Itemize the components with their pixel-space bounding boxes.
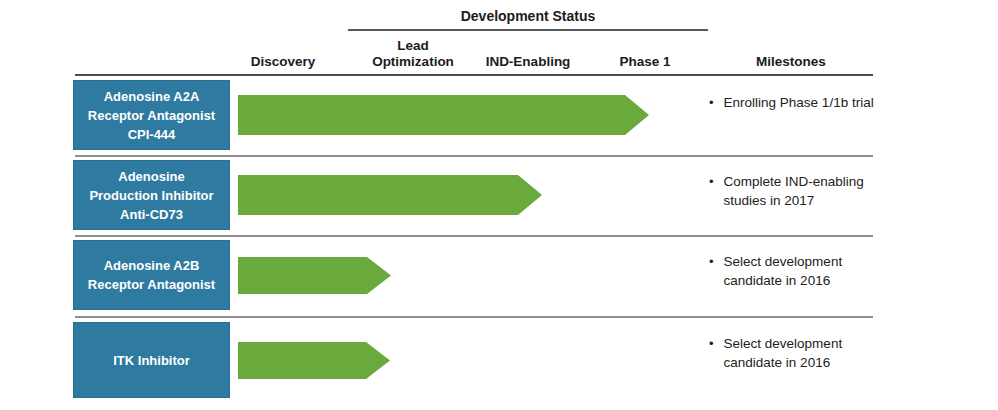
milestone-text-line: studies in 2017 <box>724 191 899 210</box>
program-box-anti-cd73: Adenosine Production Inhibitor Anti-CD73 <box>73 160 230 230</box>
program-name-line: Adenosine <box>118 167 184 186</box>
progress-arrow-anti-cd73 <box>238 175 542 215</box>
program-box-cpi-444: Adenosine A2A Receptor Antagonist CPI-44… <box>73 80 230 150</box>
program-name-line: Receptor Antagonist <box>88 106 215 125</box>
milestone-text: Select development candidate in 2016 <box>724 252 899 290</box>
column-header-lead-optimization: Lead Optimization <box>365 36 461 70</box>
progress-arrow-itk-inhibitor <box>238 342 390 379</box>
row-separator <box>75 155 873 157</box>
program-name-line: Anti-CD73 <box>120 205 183 224</box>
development-status-header: Development Status <box>348 8 708 24</box>
program-name-line: Production Inhibitor <box>89 186 213 205</box>
column-header-discovery: Discovery <box>233 36 333 70</box>
bullet-icon: • <box>709 334 714 372</box>
milestone-item-a2b-antagonist: • Select development candidate in 2016 <box>709 252 899 290</box>
milestone-text-line: Complete IND-enabling <box>724 172 899 191</box>
milestone-text-line: candidate in 2016 <box>724 271 899 290</box>
milestone-text-line: Select development <box>724 334 899 353</box>
row-separator <box>75 235 873 237</box>
program-name-line: ITK Inhibitor <box>113 351 190 370</box>
progress-arrow-a2b-antagonist <box>238 257 391 294</box>
milestone-text-line: candidate in 2016 <box>724 353 899 372</box>
row-separator <box>75 316 873 318</box>
milestone-text-line: Enrolling Phase 1/1b trial <box>724 93 899 112</box>
program-name-line: Adenosine A2A <box>104 87 200 106</box>
milestone-item-anti-cd73: • Complete IND-enabling studies in 2017 <box>709 172 899 210</box>
program-name-line: Adenosine A2B <box>104 256 200 275</box>
milestone-text: Enrolling Phase 1/1b trial <box>724 93 899 112</box>
milestone-text-line: Select development <box>724 252 899 271</box>
bullet-icon: • <box>709 252 714 290</box>
column-header-phase-1: Phase 1 <box>595 36 695 70</box>
program-box-itk-inhibitor: ITK Inhibitor <box>73 322 230 398</box>
program-name-line: Receptor Antagonist <box>88 275 215 294</box>
milestone-text: Select development candidate in 2016 <box>724 334 899 372</box>
progress-arrow-cpi-444 <box>238 95 649 135</box>
development-status-underline <box>348 29 708 31</box>
milestone-item-itk-inhibitor: • Select development candidate in 2016 <box>709 334 899 372</box>
milestone-item-cpi-444: • Enrolling Phase 1/1b trial <box>709 93 899 112</box>
column-header-ind-enabling: IND-Enabling <box>468 36 588 70</box>
bullet-icon: • <box>709 93 714 112</box>
header-rule <box>75 74 873 76</box>
milestone-text: Complete IND-enabling studies in 2017 <box>724 172 899 210</box>
program-box-a2b-antagonist: Adenosine A2B Receptor Antagonist <box>73 240 230 310</box>
program-name-line: CPI-444 <box>128 125 176 144</box>
pipeline-chart: Development Status Discovery Lead Optimi… <box>0 0 998 410</box>
bullet-icon: • <box>709 172 714 210</box>
column-header-milestones: Milestones <box>716 36 866 70</box>
